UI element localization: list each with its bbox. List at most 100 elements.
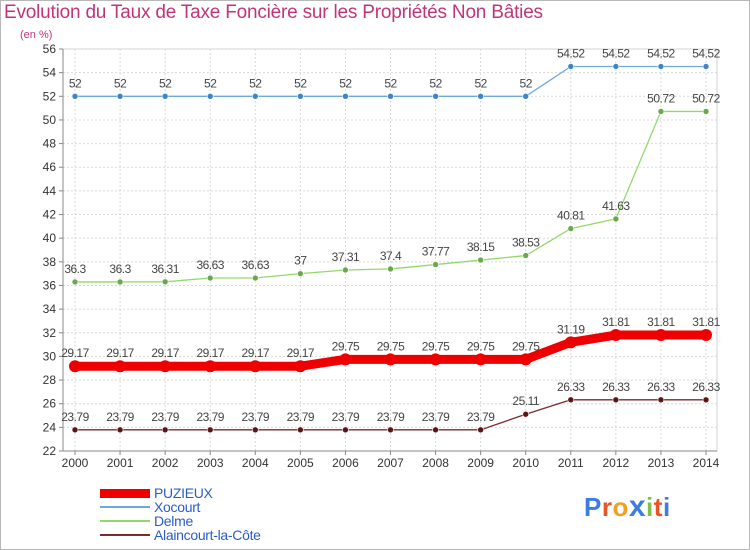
data-point: [702, 108, 710, 115]
data-label: 37: [294, 254, 307, 268]
y-tick-label: 26: [43, 397, 57, 411]
data-point: [159, 360, 172, 373]
data-label: 52: [294, 76, 307, 90]
data-point: [567, 225, 575, 232]
y-tick-label: 34: [43, 302, 57, 316]
x-tick-label: 2010: [512, 456, 539, 470]
data-point: [206, 92, 214, 100]
data-point: [294, 360, 307, 373]
data-point: [657, 108, 665, 115]
data-label: 36.63: [242, 258, 270, 272]
data-label: 29.17: [196, 346, 224, 360]
series-xocourt: 52 52 52 52 52 52 52 52 52 52 52 54.52 54.52 54.52 54.…: [69, 46, 721, 100]
logo-letter: i: [646, 492, 654, 522]
data-point: [71, 426, 79, 434]
x-tick-label: 2013: [648, 456, 675, 470]
data-point: [657, 63, 665, 70]
data-point: [114, 360, 127, 373]
x-tick-label: 2007: [377, 456, 404, 470]
data-point: [657, 396, 665, 404]
data-label: 54.52: [692, 46, 720, 60]
data-point: [116, 278, 124, 286]
data-point: [342, 426, 349, 434]
legend-swatch: [100, 520, 150, 522]
x-tick-label: 2005: [287, 456, 314, 470]
data-point: [609, 329, 622, 342]
data-point: [251, 92, 259, 100]
data-label: 52: [249, 76, 262, 90]
data-point: [702, 396, 710, 404]
x-tick-label: 2012: [603, 456, 630, 470]
data-label: 29.75: [377, 339, 405, 353]
data-point: [474, 353, 487, 366]
x-tick-label: 2003: [197, 456, 224, 470]
y-tick-label: 40: [43, 231, 57, 245]
data-point: [204, 360, 217, 373]
data-point: [432, 261, 439, 268]
data-point: [522, 252, 530, 259]
logo-letter: i: [662, 492, 671, 522]
data-point: [342, 92, 349, 100]
data-label: 52: [339, 76, 352, 90]
data-label: 29.75: [512, 339, 540, 353]
x-tick-label: 2000: [62, 456, 89, 470]
y-tick-label: 44: [43, 184, 57, 198]
legend-label: Delme: [154, 513, 193, 529]
y-tick-label: 24: [43, 420, 57, 434]
data-label: 38.53: [512, 236, 540, 250]
legend-swatch: [100, 506, 150, 508]
data-label: 29.75: [332, 339, 360, 353]
data-label: 52: [384, 76, 397, 90]
data-point: [432, 92, 439, 100]
data-label: 23.79: [151, 410, 179, 424]
data-label: 52: [474, 76, 487, 90]
data-point: [297, 426, 304, 434]
data-label: 23.79: [467, 410, 495, 424]
logo-letter: o: [612, 492, 629, 522]
data-point: [342, 266, 349, 274]
data-point: [429, 353, 442, 366]
proxiti-logo: Proxiti: [584, 490, 671, 524]
logo-letter: t: [653, 492, 663, 522]
data-label: 23.79: [196, 410, 224, 424]
data-label: 31.81: [647, 315, 675, 329]
x-tick-label: 2014: [693, 456, 720, 470]
data-point: [297, 270, 304, 277]
data-point: [161, 92, 169, 100]
y-tick-label: 52: [43, 89, 57, 103]
data-point: [702, 63, 710, 70]
data-label: 50.72: [647, 91, 675, 105]
data-point: [567, 63, 575, 70]
x-tick-label: 2008: [422, 456, 449, 470]
data-label: 37.31: [332, 250, 360, 264]
y-tick-label: 54: [43, 66, 57, 80]
data-label: 52: [520, 76, 533, 90]
legend-swatch: [100, 488, 150, 498]
data-label: 37.77: [422, 245, 450, 259]
data-label: 37.4: [380, 249, 402, 263]
data-label: 52: [204, 76, 217, 90]
data-label: 52: [69, 76, 82, 90]
y-tick-label: 36: [43, 278, 57, 292]
data-point: [519, 353, 532, 366]
data-point: [387, 92, 394, 100]
data-label: 23.79: [242, 410, 270, 424]
data-label: 40.81: [557, 209, 585, 223]
y-tick-label: 42: [43, 208, 57, 222]
data-point: [116, 426, 124, 434]
data-label: 23.79: [332, 410, 360, 424]
data-label: 54.52: [602, 46, 630, 60]
data-label: 23.79: [61, 410, 89, 424]
x-tick-label: 2011: [558, 456, 584, 470]
data-point: [477, 92, 484, 100]
data-point: [654, 329, 667, 342]
y-tick-label: 32: [43, 326, 57, 340]
y-tick-label: 30: [43, 349, 57, 363]
chart-title: Evolution du Taux de Taxe Foncière sur l…: [4, 2, 543, 23]
data-label: 29.17: [106, 346, 134, 360]
data-point: [161, 426, 169, 434]
data-label: 52: [114, 76, 127, 90]
data-label: 23.79: [422, 410, 450, 424]
legend-label: PUZIEUX: [154, 485, 213, 501]
